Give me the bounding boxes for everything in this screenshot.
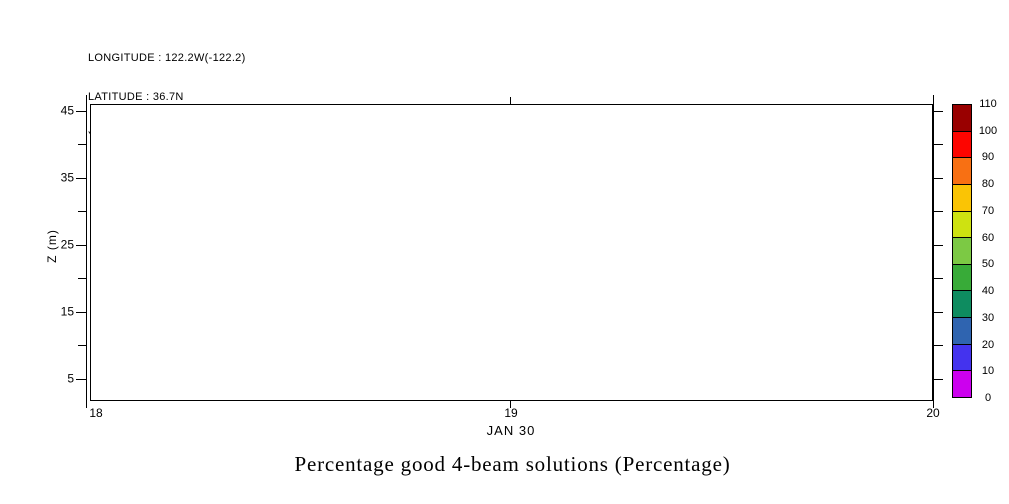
colorbar-tick-label: 40 [981, 285, 995, 298]
colorbar-tick-label: 60 [981, 231, 995, 244]
colorbar-tick-label: 20 [981, 338, 995, 351]
x-bottom-tick [510, 401, 511, 408]
x-axis-date-label: JAN 30 [486, 423, 536, 438]
chart-title: Percentage good 4-beam solutions (Percen… [294, 452, 731, 476]
y-major-tick [76, 245, 86, 246]
colorbar-segment [953, 318, 971, 345]
colorbar-tick-label: 50 [981, 258, 995, 271]
y-tick-label: 45 [60, 103, 74, 118]
colorbar-tick-label: 10 [981, 365, 995, 378]
longitude-label: LONGITUDE : 122.2W(-122.2) [88, 52, 246, 64]
colorbar-tick-label: 70 [981, 204, 995, 217]
y-minor-tick [78, 345, 86, 346]
colorbar-segment [953, 264, 971, 292]
colorbar-tick-label: 110 [979, 98, 997, 110]
colorbar-segment [953, 291, 971, 319]
y-major-tick [76, 379, 86, 380]
y-right-tick [933, 178, 943, 179]
y-axis-line-right [933, 95, 934, 405]
x-top-tick [510, 97, 511, 104]
colorbar-tick-label: 0 [984, 392, 992, 404]
x-bottom-tick [933, 401, 934, 408]
y-major-tick [76, 312, 86, 313]
y-major-tick [76, 111, 86, 112]
y-right-tick [933, 111, 943, 112]
y-tick-label: 35 [60, 170, 74, 185]
y-axis-line-left [86, 95, 87, 405]
y-major-tick [76, 178, 86, 179]
colorbar-tick-label: 30 [981, 311, 995, 324]
colorbar-tick-label: 80 [981, 178, 995, 191]
y-right-tick [933, 278, 943, 279]
y-tick-label: 5 [67, 371, 74, 386]
y-right-tick [933, 379, 943, 380]
y-right-tick [933, 245, 943, 246]
y-axis-title: Z (m) [45, 229, 59, 263]
colorbar-segment [953, 131, 971, 159]
y-minor-tick [78, 211, 86, 212]
colorbar-tick-label: 90 [981, 151, 995, 164]
colorbar-segment [953, 238, 971, 265]
x-bottom-tick [86, 401, 87, 408]
colorbar-segment [953, 211, 971, 239]
y-right-tick [933, 211, 943, 212]
x-tick-label: 18 [89, 406, 103, 420]
x-tick-label: 19 [504, 406, 518, 420]
colorbar-segment [953, 371, 971, 398]
colorbar-segment [953, 158, 971, 185]
y-minor-tick [78, 144, 86, 145]
y-right-tick [933, 345, 943, 346]
y-tick-label: 15 [60, 304, 74, 319]
colorbar-segment [953, 344, 971, 372]
y-right-tick [933, 312, 943, 313]
y-minor-tick [78, 278, 86, 279]
colorbar [952, 104, 972, 398]
colorbar-tick-label: 100 [978, 124, 998, 137]
latitude-label: LATITUDE : 36.7N [88, 91, 184, 103]
plot-area [90, 104, 933, 401]
y-tick-label: 25 [60, 237, 74, 252]
colorbar-segment [953, 184, 971, 212]
y-right-tick [933, 144, 943, 145]
colorbar-segment [953, 105, 971, 132]
x-tick-label: 20 [926, 406, 940, 420]
